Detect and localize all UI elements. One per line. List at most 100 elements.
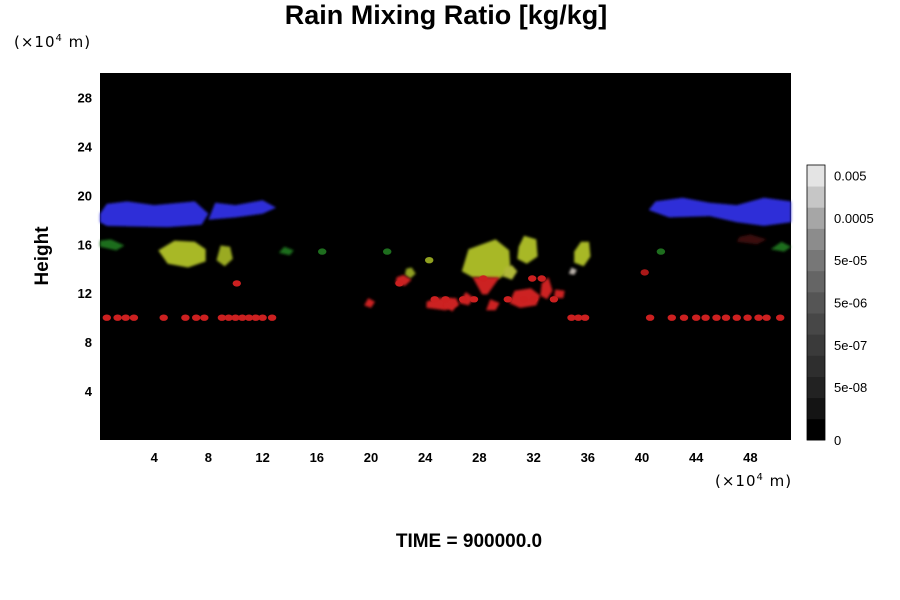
x-tick-label: 24: [418, 450, 433, 465]
field-spot-25-0: [102, 314, 112, 321]
field-spot-26-2: [458, 296, 468, 303]
field-spot-25-22: [692, 314, 701, 321]
field-spot-25-10: [231, 314, 240, 321]
field-blob-3: [158, 240, 206, 268]
x-tick-label: 28: [472, 450, 486, 465]
field-blob-22: [278, 246, 294, 256]
field-spot-25-2: [121, 314, 130, 321]
field-spot-25-5: [181, 314, 190, 321]
field-blob-19: [553, 289, 565, 299]
field-spot-26-0: [430, 296, 439, 303]
field-blob-10: [472, 277, 500, 295]
field-spot-30-0: [425, 257, 434, 264]
colorbar-label: 5e-07: [834, 338, 867, 353]
x-unit-tail: m): [763, 472, 793, 490]
x-tick-label: 12: [255, 450, 269, 465]
x-tick-label: 32: [526, 450, 540, 465]
field-spot-25-20: [667, 314, 676, 321]
field-spot-28-0: [232, 280, 241, 287]
y-unit-tail: m): [62, 33, 92, 51]
colorbar-label: 5e-06: [834, 296, 867, 311]
field-spot-25-6: [192, 314, 201, 321]
field-spot-25-30: [776, 314, 785, 321]
field-spot-25-14: [258, 314, 267, 321]
field-spot-25-17: [574, 314, 583, 321]
x-tick-label: 16: [310, 450, 324, 465]
x-tick-label: 4: [151, 450, 159, 465]
field-spot-25-21: [679, 314, 689, 321]
field-blob-24: [736, 234, 767, 245]
x-unit-base: (×10: [715, 472, 757, 490]
x-axis-ticks: 4 8 12 16 20 24 28 32 36 40 44 48: [151, 450, 758, 465]
field-spot-25-1: [113, 314, 122, 321]
y-unit-base: (×10: [14, 33, 56, 51]
field-spot-28-1: [395, 280, 404, 287]
y-unit-exponent: 4: [55, 33, 63, 44]
field-spot-25-24: [712, 314, 721, 321]
x-tick-label: 40: [635, 450, 649, 465]
field-spot-25-29: [762, 314, 771, 321]
field-spot-31-1: [383, 248, 392, 255]
field-blob-18: [486, 299, 500, 311]
colorbar-label: 0.0005: [834, 211, 874, 226]
colorbar-swatch: [807, 334, 825, 356]
colorbar-swatch: [807, 270, 825, 293]
colorbar-swatch: [807, 165, 825, 187]
field-spot-25-28: [754, 314, 763, 321]
field-blob-7: [574, 241, 591, 267]
field-spot-25-7: [200, 314, 209, 321]
field-spot-25-15: [267, 314, 277, 321]
y-tick-label: 20: [78, 188, 92, 203]
y-tick-label: 8: [85, 335, 92, 350]
field-blob-8: [404, 267, 416, 279]
colorbar-swatch: [807, 249, 825, 272]
time-label: TIME = 900000.0: [395, 531, 543, 552]
colorbar-label: 0: [834, 433, 841, 448]
field-spot-26-7: [549, 296, 559, 303]
field-spot-27-2: [537, 275, 546, 282]
x-tick-label: 36: [581, 450, 595, 465]
field-blob-15: [364, 298, 375, 308]
field-blob-12: [540, 277, 553, 300]
y-tick-label: 4: [85, 384, 93, 399]
field-spot-26-4: [503, 296, 512, 303]
colorbar-label: 5e-08: [834, 380, 867, 395]
x-tick-label: 44: [689, 450, 704, 465]
y-axis-unit: (×104 m): [14, 33, 91, 51]
field-spot-27-1: [528, 275, 537, 282]
colorbar-label: 5e-05: [834, 253, 867, 268]
field-spot-29-0: [640, 269, 649, 276]
field-blob-2: [648, 197, 791, 226]
chart-title: Rain Mixing Ratio [kg/kg]: [284, 0, 608, 30]
x-axis-unit: (×104 m): [715, 472, 792, 490]
field-blob-6: [517, 235, 538, 264]
field-blob-21: [100, 239, 125, 251]
field-blob-5: [461, 239, 511, 279]
y-tick-label: 16: [78, 237, 92, 252]
colorbar-frame: [806, 164, 826, 441]
field-spot-25-3: [129, 314, 139, 321]
field-blob-4: [216, 245, 233, 267]
y-tick-label: 28: [78, 91, 92, 106]
field-spot-31-0: [318, 248, 327, 255]
colorbar-swatch: [807, 186, 825, 208]
colorbar-swatch: [807, 207, 825, 229]
field-spot-31-2: [656, 248, 666, 255]
colorbar-swatch: [807, 313, 825, 335]
field-spot-25-4: [159, 314, 168, 321]
field-blob-16: [568, 267, 577, 275]
x-tick-label: 20: [364, 450, 378, 465]
field-spot-25-26: [732, 314, 741, 321]
field-blob-1: [208, 200, 277, 220]
colorbar-swatch: [807, 418, 825, 441]
field-blob-0: [100, 201, 209, 228]
colorbar-swatch: [807, 397, 825, 420]
x-tick-label: 48: [743, 450, 757, 465]
field-spot-25-13: [251, 314, 260, 321]
field-spot-25-12: [244, 314, 254, 321]
y-tick-label: 12: [78, 286, 92, 301]
colorbar: 0.005 0.0005 5e-05 5e-06 5e-07 5e-08 0: [806, 164, 874, 448]
plot-features: [100, 197, 791, 321]
colorbar-swatch: [807, 355, 825, 377]
field-spot-25-11: [238, 314, 247, 321]
